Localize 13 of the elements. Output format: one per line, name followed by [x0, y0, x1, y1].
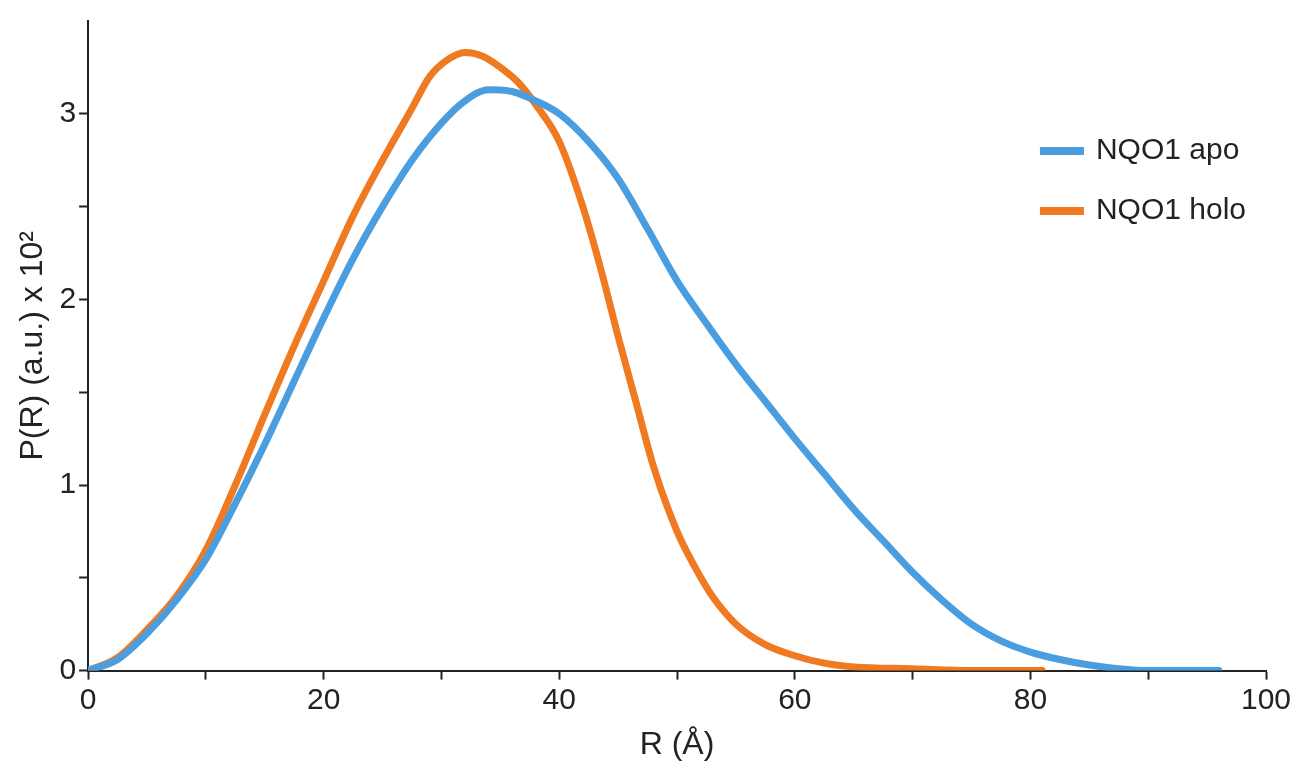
- y-tick-label: 0: [59, 651, 77, 685]
- y-tick-label: 3: [59, 95, 77, 129]
- x-axis-title: R (Å): [639, 724, 715, 761]
- y-tick-label: 2: [59, 280, 77, 314]
- legend-label: NQO1 apo: [1095, 132, 1240, 166]
- x-tick-label: 80: [1013, 681, 1048, 715]
- x-tick-label: 20: [306, 681, 341, 715]
- legend-label: NQO1 holo: [1095, 192, 1246, 226]
- x-tick-label: 60: [778, 681, 812, 715]
- x-tick-label: 40: [542, 681, 576, 715]
- y-tick-label: 1: [59, 466, 77, 500]
- y-axis-title: P(R) (a.u.) x 10²: [13, 230, 50, 461]
- x-tick-label: 100: [1240, 681, 1292, 715]
